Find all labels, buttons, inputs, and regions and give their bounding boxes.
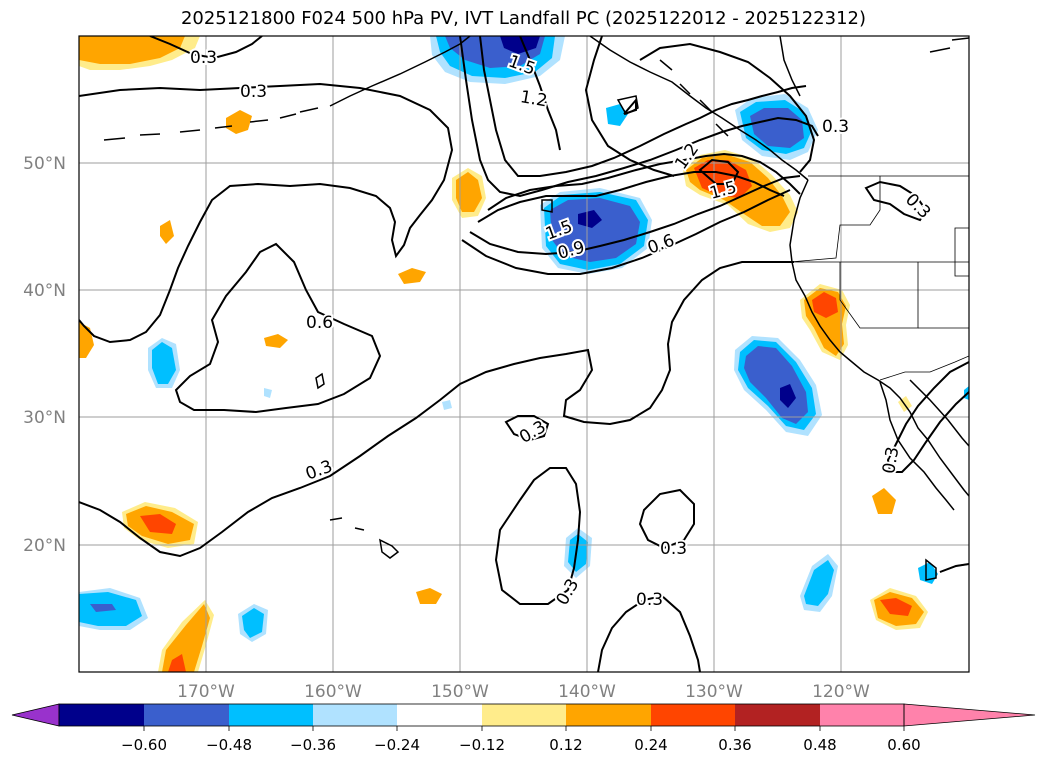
colorbar: −0.60 −0.48 −0.36 −0.24 −0.12 0.12 0.24 …	[11, 703, 1036, 754]
colorbar-segment	[566, 704, 651, 726]
axis-labels: 50°N 40°N 30°N 20°N 170°W 160°W 150°W 14…	[23, 154, 870, 702]
colorbar-tick-label: −0.60	[121, 736, 167, 754]
colorbar-tick-label: 0.36	[718, 736, 751, 754]
lon-label: 160°W	[304, 682, 362, 702]
gridlines	[79, 36, 969, 672]
shaded-anomaly-small	[160, 220, 174, 244]
lon-label: 170°W	[177, 682, 235, 702]
colorbar-extend-low	[11, 703, 60, 727]
contour-label: 0.3	[636, 590, 663, 610]
shaded-anomaly-small	[242, 608, 264, 638]
colorbar-tick-label: −0.48	[206, 736, 252, 754]
shaded-anomaly-small	[606, 104, 628, 126]
shaded-anomaly-bottom-left-blue	[79, 588, 148, 630]
shaded-anomaly-small	[804, 560, 834, 606]
shaded-anomaly-central-pacific	[540, 188, 652, 274]
shaded-anomaly-gulf-alaska	[735, 94, 818, 160]
map-area: 0.3 0.3 1.5 1.2 1.2 0.3 1.5 1.5 0.9 0.6 …	[79, 36, 969, 672]
colorbar-tick-label: 0.24	[634, 736, 667, 754]
lat-label: 20°N	[23, 536, 66, 556]
lon-label: 130°W	[685, 682, 743, 702]
shaded-anomaly-small	[398, 268, 426, 284]
shaded-anomaly-small	[568, 534, 588, 572]
colorbar-segment	[735, 704, 820, 726]
shaded-anomaly-california	[800, 284, 850, 360]
shaded-anomaly-orange-15n	[870, 588, 928, 630]
colorbar-segment	[313, 704, 397, 726]
contour-label: 0.3	[822, 117, 849, 137]
colorbar-tick-label: −0.36	[290, 736, 336, 754]
shaded-anomaly-small	[442, 400, 452, 410]
colorbar-tick-label: −0.12	[459, 736, 505, 754]
contour-label: 0.3	[879, 445, 903, 475]
contour-label: 0.3	[190, 48, 217, 68]
colorbar-segment	[820, 704, 904, 726]
shaded-anomaly-pacific-northwest	[683, 150, 798, 232]
colorbar-tick-label: −0.24	[374, 736, 420, 754]
shaded-anomaly-small	[416, 588, 442, 604]
contour-label: 0.6	[306, 313, 333, 333]
colorbar-tick-label: 0.12	[549, 736, 582, 754]
shaded-anomaly-blue-172w	[148, 338, 180, 388]
colorbar-segment	[397, 704, 482, 726]
lon-label: 140°W	[558, 682, 616, 702]
colorbar-segment	[144, 704, 229, 726]
shaded-anomaly-small	[226, 110, 252, 134]
lon-label: 150°W	[431, 682, 489, 702]
shaded-anomaly-small	[872, 488, 896, 514]
lat-label: 30°N	[23, 408, 66, 428]
shaded-anomaly-bottom-orange	[158, 600, 214, 672]
colorbar-extend-high	[903, 703, 1036, 727]
colorbar-segment	[229, 704, 313, 726]
shaded-anomaly-orange-20n	[122, 502, 198, 548]
coastlines	[103, 36, 969, 581]
colorbar-tick-label: 0.60	[887, 736, 920, 754]
colorbar-segment	[651, 704, 735, 726]
colorbar-tick-label: 0.48	[803, 736, 836, 754]
shaded-anomaly-subtropical-blue	[734, 336, 822, 436]
pv-contours	[79, 36, 969, 672]
colorbar-segment	[482, 704, 566, 726]
lat-label: 40°N	[23, 281, 66, 301]
map-frame	[78, 35, 970, 673]
shaded-anomaly-small	[264, 334, 288, 348]
contour-label: 0.3	[660, 539, 687, 559]
figure-title: 2025121800 F024 500 hPa PV, IVT Landfall…	[180, 8, 867, 29]
contour-label: 0.3	[240, 82, 267, 102]
shaded-anomaly-small	[264, 388, 272, 398]
lat-label: 50°N	[23, 154, 66, 174]
colorbar-segment	[59, 704, 144, 726]
lon-label: 120°W	[812, 682, 870, 702]
